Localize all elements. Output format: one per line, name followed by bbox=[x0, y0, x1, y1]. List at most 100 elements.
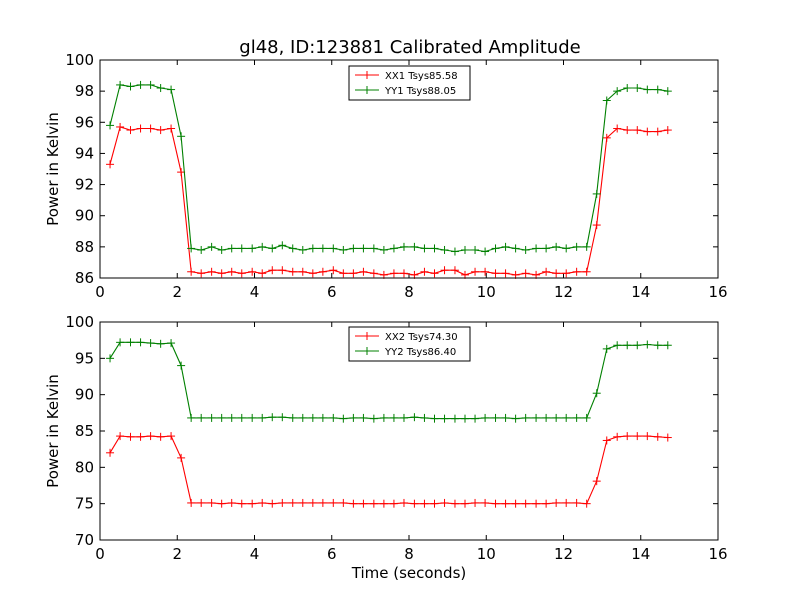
data-point bbox=[237, 269, 246, 278]
y-tick-label: 85 bbox=[75, 422, 94, 440]
data-point bbox=[227, 498, 236, 507]
data-point bbox=[177, 453, 186, 462]
data-point bbox=[298, 245, 307, 254]
data-point bbox=[613, 432, 622, 441]
data-point bbox=[227, 413, 236, 422]
data-point bbox=[156, 84, 165, 93]
data-point bbox=[217, 413, 226, 422]
data-point bbox=[116, 338, 125, 347]
data-point bbox=[491, 413, 500, 422]
data-point bbox=[187, 413, 196, 422]
data-point bbox=[450, 266, 459, 275]
data-point bbox=[542, 267, 551, 276]
data-point bbox=[501, 242, 510, 251]
data-point bbox=[633, 126, 642, 135]
data-point bbox=[663, 433, 672, 442]
data-point bbox=[501, 269, 510, 278]
data-point bbox=[440, 266, 449, 275]
data-point bbox=[521, 413, 530, 422]
data-point bbox=[126, 432, 135, 441]
legend-box bbox=[348, 65, 471, 101]
data-point bbox=[197, 245, 206, 254]
data-point bbox=[308, 269, 317, 278]
data-point bbox=[562, 498, 571, 507]
data-point bbox=[207, 498, 216, 507]
data-point bbox=[248, 244, 257, 253]
data-point bbox=[582, 242, 591, 251]
data-point bbox=[268, 266, 277, 275]
data-point bbox=[167, 124, 176, 133]
data-point bbox=[592, 189, 601, 198]
data-point bbox=[156, 432, 165, 441]
data-point bbox=[410, 499, 419, 508]
data-point bbox=[248, 413, 257, 422]
data-point bbox=[461, 245, 470, 254]
data-point bbox=[552, 269, 561, 278]
x-axis-label: Time (seconds) bbox=[351, 564, 467, 582]
data-point bbox=[592, 389, 601, 398]
y-tick-label: 100 bbox=[65, 313, 94, 331]
data-point bbox=[542, 244, 551, 253]
legend-entry: YY1 Tsys88.05 bbox=[384, 86, 456, 97]
data-point bbox=[511, 499, 520, 508]
data-point bbox=[420, 267, 429, 276]
data-point bbox=[349, 244, 358, 253]
data-point bbox=[420, 413, 429, 422]
data-point bbox=[613, 124, 622, 133]
x-tick-label: 0 bbox=[95, 283, 105, 301]
data-point bbox=[491, 499, 500, 508]
data-point bbox=[359, 244, 368, 253]
legend: XX1 Tsys85.58 YY1 Tsys88.05 bbox=[348, 65, 471, 101]
data-point bbox=[399, 498, 408, 507]
y-tick-label: 90 bbox=[75, 207, 94, 225]
data-point bbox=[126, 82, 135, 91]
data-point bbox=[278, 266, 287, 275]
data-point bbox=[501, 499, 510, 508]
data-point bbox=[450, 499, 459, 508]
data-point bbox=[643, 127, 652, 136]
data-point bbox=[562, 269, 571, 278]
data-point bbox=[410, 242, 419, 251]
data-point bbox=[207, 413, 216, 422]
x-tick-label: 6 bbox=[327, 545, 337, 563]
data-point bbox=[339, 414, 348, 423]
data-point bbox=[116, 122, 125, 131]
data-point bbox=[156, 339, 165, 348]
x-tick-label: 8 bbox=[404, 545, 414, 563]
series-line bbox=[109, 84, 668, 253]
data-point bbox=[136, 80, 145, 89]
data-point bbox=[491, 269, 500, 278]
data-point bbox=[288, 267, 297, 276]
data-point bbox=[217, 499, 226, 508]
data-point bbox=[481, 247, 490, 256]
plot-1: 0 2 4 6 8 10 12 14 16 86 88 90 92 94 96 98 100 Power in K… bbox=[44, 51, 728, 301]
data-point bbox=[450, 247, 459, 256]
y-tick-label: 98 bbox=[75, 82, 94, 100]
data-point bbox=[389, 269, 398, 278]
data-point bbox=[177, 132, 186, 141]
data-point bbox=[379, 413, 388, 422]
data-point bbox=[136, 124, 145, 133]
data-point bbox=[653, 127, 662, 136]
data-point bbox=[258, 242, 267, 251]
data-point bbox=[298, 267, 307, 276]
y-tick-label: 96 bbox=[75, 113, 94, 131]
data-point bbox=[602, 436, 611, 445]
x-tick-label: 2 bbox=[172, 283, 182, 301]
data-point bbox=[237, 413, 246, 422]
data-point bbox=[471, 414, 480, 423]
x-tick-label: 4 bbox=[250, 545, 260, 563]
legend-entry: XX2 Tsys74.30 bbox=[385, 332, 458, 343]
data-point bbox=[329, 244, 338, 253]
data-point bbox=[227, 244, 236, 253]
data-point bbox=[562, 244, 571, 253]
y-axis-label: Power in Kelvin bbox=[44, 374, 62, 488]
data-point bbox=[359, 267, 368, 276]
data-point bbox=[339, 498, 348, 507]
plot-2: 0 2 4 6 8 10 12 14 16 70 75 80 85 90 95 100 Power in Kel… bbox=[44, 313, 728, 582]
data-point bbox=[501, 413, 510, 422]
data-point bbox=[197, 269, 206, 278]
data-point bbox=[268, 413, 277, 422]
data-point bbox=[278, 498, 287, 507]
